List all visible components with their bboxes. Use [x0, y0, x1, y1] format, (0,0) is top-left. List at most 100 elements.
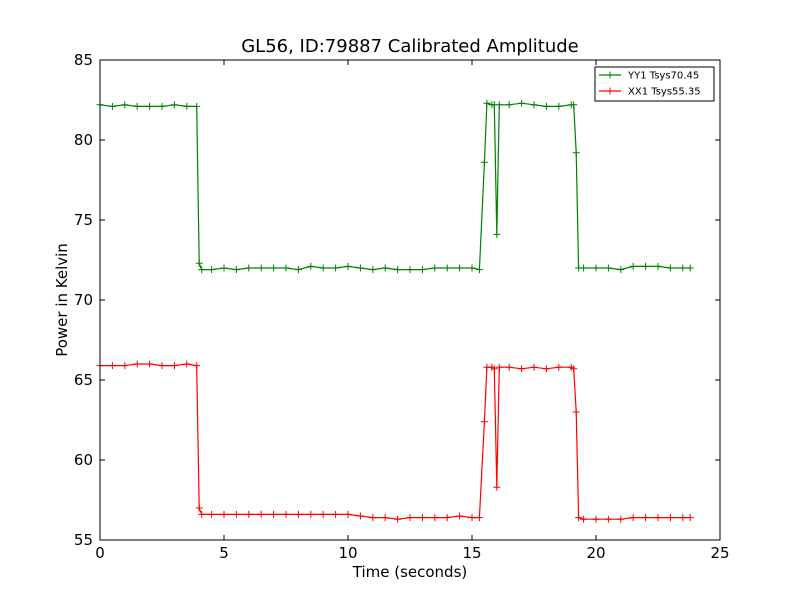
data-point [394, 515, 402, 523]
y-tick-label: 80 [74, 131, 93, 149]
legend-entry: XX1 Tsys55.35 [599, 87, 701, 98]
data-point [629, 514, 637, 522]
data-point [232, 266, 240, 274]
data-point [394, 266, 402, 274]
data-point [208, 510, 216, 518]
data-point [193, 362, 201, 370]
data-point [108, 102, 116, 110]
data-point [686, 264, 694, 272]
data-point [654, 262, 662, 270]
legend-label: XX1 Tsys55.35 [628, 87, 701, 98]
chart-title: GL56, ID:79887 Calibrated Amplitude [241, 36, 579, 57]
data-point [475, 514, 483, 522]
data-point [133, 102, 141, 110]
data-point [108, 362, 116, 370]
data-point [381, 514, 389, 522]
data-point [158, 362, 166, 370]
data-point [443, 514, 451, 522]
y-tick-label: 75 [74, 211, 93, 229]
data-point [505, 101, 513, 109]
data-point [542, 365, 550, 373]
data-point [666, 264, 674, 272]
data-point [493, 230, 501, 238]
x-tick-label: 10 [338, 544, 357, 562]
axes-layer: 0 5 10 15 20 25 55 60 65 70 75 80 85 [74, 51, 730, 562]
data-point [480, 158, 488, 166]
data-point [431, 264, 439, 272]
data-point [245, 510, 253, 518]
data-point [686, 514, 694, 522]
x-tick-label: 15 [462, 544, 481, 562]
data-point [480, 418, 488, 426]
data-point [270, 510, 278, 518]
data-point [282, 510, 290, 518]
data-point [542, 102, 550, 110]
data-point [307, 262, 315, 270]
data-point [679, 264, 687, 272]
data-point [468, 514, 476, 522]
data-point [418, 266, 426, 274]
data-point [443, 264, 451, 272]
data-point [198, 510, 206, 518]
data-point [183, 360, 191, 368]
data-point [183, 102, 191, 110]
data-point [475, 266, 483, 274]
data-point [679, 514, 687, 522]
data-point [572, 408, 580, 416]
y-tick-label: 85 [74, 51, 93, 69]
data-point [294, 266, 302, 274]
data-point [505, 363, 513, 371]
data-point [146, 102, 154, 110]
data-point [121, 362, 129, 370]
data-point [257, 510, 265, 518]
legend-marker [606, 71, 614, 79]
data-point [629, 262, 637, 270]
data-point [146, 360, 154, 368]
data-point [642, 262, 650, 270]
data-point [555, 363, 563, 371]
data-point [456, 512, 464, 520]
data-point [193, 102, 201, 110]
data-point [245, 264, 253, 272]
data-point [294, 510, 302, 518]
data-point [344, 262, 352, 270]
data-point [319, 510, 327, 518]
data-point [158, 102, 166, 110]
data-point [208, 266, 216, 274]
legend-label: YY1 Tsys70.45 [627, 71, 699, 82]
data-point [133, 360, 141, 368]
data-point [495, 101, 503, 109]
y-tick-label: 70 [74, 291, 93, 309]
data-point [307, 510, 315, 518]
data-point [406, 266, 414, 274]
data-point [332, 264, 340, 272]
data-point [555, 102, 563, 110]
data-point [456, 264, 464, 272]
data-point [580, 515, 588, 523]
data-point [580, 264, 588, 272]
series-layer [96, 99, 694, 523]
data-point [170, 362, 178, 370]
data-point [344, 510, 352, 518]
data-point [195, 504, 203, 512]
x-tick-label: 25 [710, 544, 729, 562]
data-point [232, 510, 240, 518]
data-point [381, 264, 389, 272]
data-point [121, 101, 129, 109]
plot-frame [99, 59, 721, 541]
legend-box [594, 66, 715, 102]
data-point [592, 264, 600, 272]
data-point [575, 514, 583, 522]
series-1 [96, 360, 694, 523]
data-point [493, 483, 501, 491]
x-tick-label: 20 [586, 544, 605, 562]
data-point [483, 99, 491, 107]
data-point [220, 510, 228, 518]
data-point [195, 259, 203, 267]
legend: YY1 Tsys70.45 XX1 Tsys55.35 [594, 66, 715, 102]
data-point [257, 264, 265, 272]
x-axis-title: Time (seconds) [352, 563, 468, 581]
y-tick-label: 60 [74, 451, 93, 469]
data-point [406, 514, 414, 522]
data-point [572, 149, 580, 157]
